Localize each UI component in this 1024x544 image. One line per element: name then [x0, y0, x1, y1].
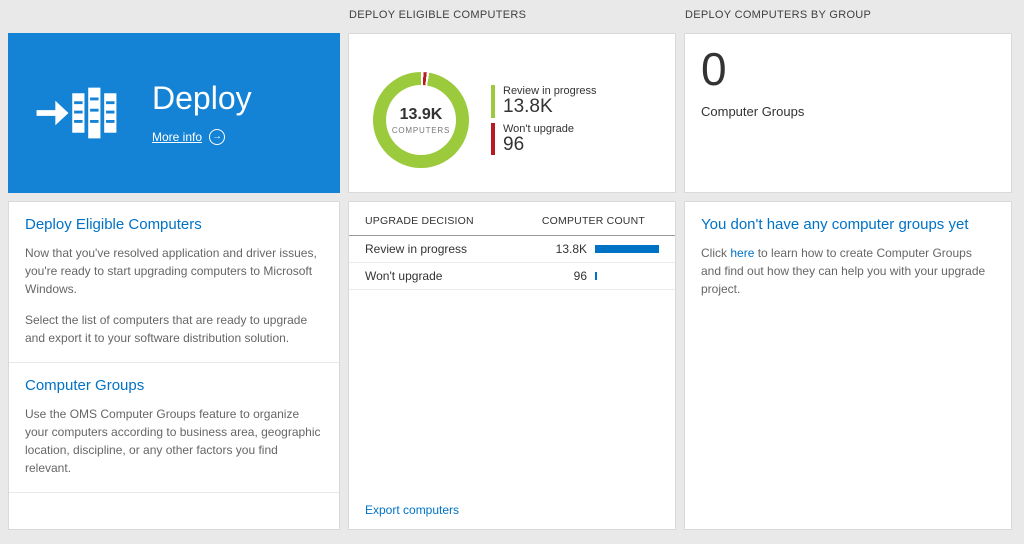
column-header-upgrade-decision: UPGRADE DECISION [365, 215, 474, 227]
tile-title: Deploy [152, 80, 252, 117]
groups-empty-text: Click here to learn how to create Comput… [701, 244, 995, 298]
legend-color-bar-red [491, 122, 495, 156]
table-row-review-in-progress[interactable]: Review in progress 13.8K [349, 236, 675, 263]
more-info-label: More info [152, 129, 203, 144]
groups-empty-heading: You don't have any computer groups yet [701, 216, 969, 233]
more-info-link[interactable]: More info → [152, 128, 252, 145]
deploy-eligible-section: Deploy Eligible Computers Now that you'v… [9, 202, 339, 362]
row-count: 13.8K [555, 242, 587, 256]
here-link[interactable]: here [730, 246, 755, 260]
table-header-row: UPGRADE DECISION COMPUTER COUNT [349, 202, 675, 236]
right-column-header: DEPLOY COMPUTERS BY GROUP [685, 9, 872, 21]
middle-column-header: DEPLOY ELIGIBLE COMPUTERS [349, 9, 527, 21]
empty-filler [9, 492, 339, 529]
computer-groups-count-label: Computer Groups [701, 103, 805, 119]
deploy-tile[interactable]: Deploy More info → [8, 33, 340, 193]
computer-groups-section: Computer Groups Use the OMS Computer Gro… [9, 362, 339, 492]
table-row-wont-upgrade[interactable]: Won't upgrade 96 [349, 263, 675, 290]
deploy-description-card: Deploy Eligible Computers Now that you'v… [8, 201, 340, 530]
computer-groups-heading: Computer Groups [25, 377, 145, 394]
legend-value-review: 13.8K [503, 95, 553, 117]
row-bar-cell [595, 272, 659, 280]
row-decision: Review in progress [365, 242, 468, 256]
computer-groups-paragraph: Use the OMS Computer Groups feature to o… [25, 407, 321, 475]
legend-label-review: Review in progress [503, 84, 597, 97]
middle-column: 13.9K COMPUTERS Review in progress 13.8K… [348, 33, 676, 530]
groups-empty-state-card: You don't have any computer groups yet C… [684, 201, 1012, 530]
deploy-eligible-paragraph-2: Select the list of computers that are re… [25, 313, 308, 345]
count-bar [595, 245, 659, 253]
text-before-link: Click [701, 246, 731, 260]
groups-empty-section: You don't have any computer groups yet C… [685, 202, 1011, 313]
export-computers-link[interactable]: Export computers [365, 503, 460, 517]
legend-item-review: Review in progress 13.8K [491, 84, 597, 118]
donut-hole: 13.9K COMPUTERS [386, 85, 456, 155]
row-bar-cell [595, 245, 659, 253]
tile-text: Deploy More info → [152, 80, 252, 145]
legend-label-wont-upgrade: Won't upgrade [503, 122, 575, 135]
row-decision: Won't upgrade [365, 269, 443, 283]
left-column: Deploy More info → Deploy Eligible Compu… [8, 33, 340, 530]
upgrade-decision-table-card: UPGRADE DECISION COMPUTER COUNT Review i… [348, 201, 676, 530]
donut-chart: 13.9K COMPUTERS [373, 72, 469, 168]
computer-groups-tile[interactable]: 0 Computer Groups [684, 33, 1012, 193]
legend-value-wont-upgrade: 96 [503, 133, 525, 155]
donut-legend: Review in progress 13.8K Won't upgrade 9… [491, 84, 597, 156]
computer-groups-count: 0 [701, 43, 727, 95]
deploy-icon [36, 87, 117, 139]
more-info-arrow-icon: → [209, 128, 226, 145]
row-count: 96 [573, 269, 587, 283]
count-bar [595, 272, 597, 280]
text-after-link: to learn how to create Computer Groups a… [701, 246, 986, 296]
deploy-eligible-heading: Deploy Eligible Computers [25, 216, 202, 233]
deploy-eligible-paragraph-1: Now that you've resolved application and… [25, 246, 317, 296]
donut-center-value: 13.9K [399, 105, 443, 123]
legend-item-wont-upgrade: Won't upgrade 96 [491, 122, 597, 156]
right-column: 0 Computer Groups You don't have any com… [684, 33, 1012, 530]
eligible-computers-tile[interactable]: 13.9K COMPUTERS Review in progress 13.8K… [348, 33, 676, 193]
donut-center-label: COMPUTERS [391, 125, 451, 135]
legend-color-bar-green [491, 84, 495, 118]
column-header-computer-count: COMPUTER COUNT [541, 215, 645, 227]
